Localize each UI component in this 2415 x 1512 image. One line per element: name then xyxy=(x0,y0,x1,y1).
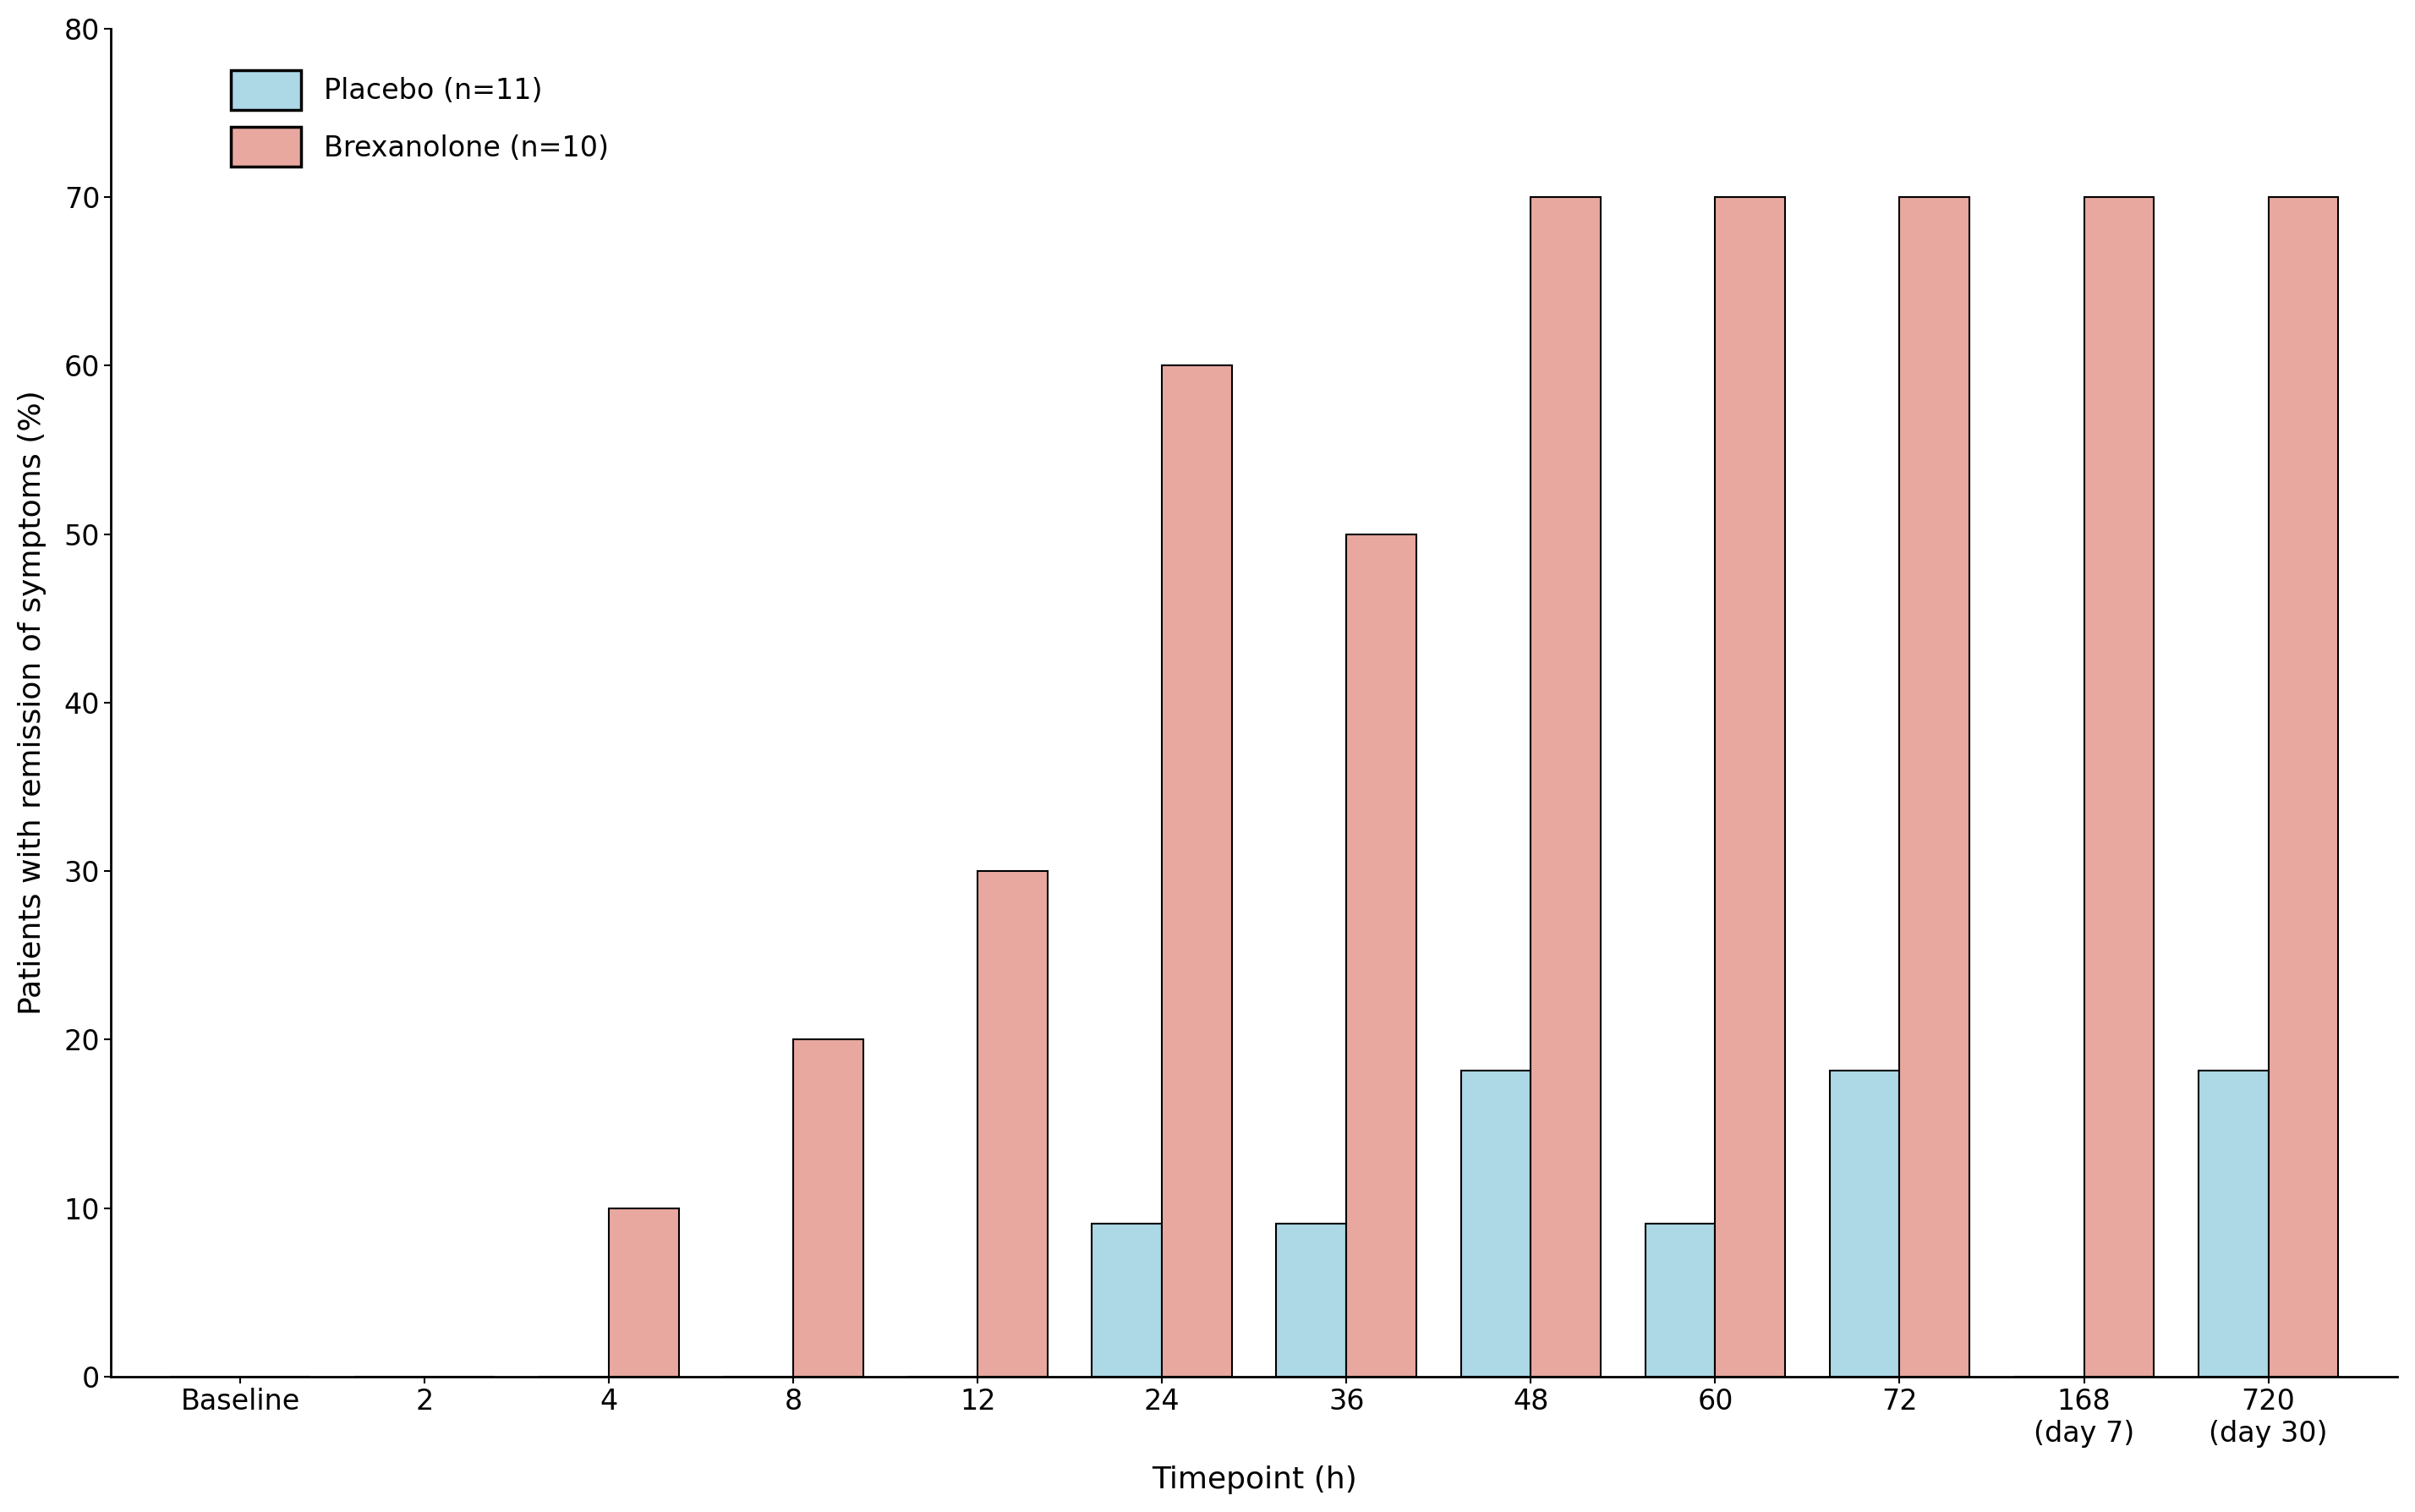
Bar xyxy=(1162,366,1232,1376)
Bar xyxy=(1645,1223,1715,1376)
Bar xyxy=(1531,197,1601,1376)
Bar xyxy=(1901,197,1971,1376)
Y-axis label: Patients with remission of symptoms (%): Patients with remission of symptoms (%) xyxy=(17,390,46,1015)
Bar xyxy=(2268,197,2338,1376)
Bar xyxy=(978,871,1048,1376)
Bar xyxy=(1278,1223,1348,1376)
Bar xyxy=(1092,1223,1162,1376)
Legend: Placebo (n=11), Brexanolone (n=10): Placebo (n=11), Brexanolone (n=10) xyxy=(217,56,623,181)
Bar xyxy=(2084,197,2154,1376)
Bar xyxy=(1461,1070,1531,1376)
Bar xyxy=(1715,197,1785,1376)
Bar xyxy=(795,1040,865,1376)
Bar xyxy=(1831,1070,1901,1376)
Bar xyxy=(1348,534,1418,1376)
Bar xyxy=(2198,1070,2268,1376)
X-axis label: Timepoint (h): Timepoint (h) xyxy=(1152,1465,1357,1494)
Bar xyxy=(609,1208,679,1376)
